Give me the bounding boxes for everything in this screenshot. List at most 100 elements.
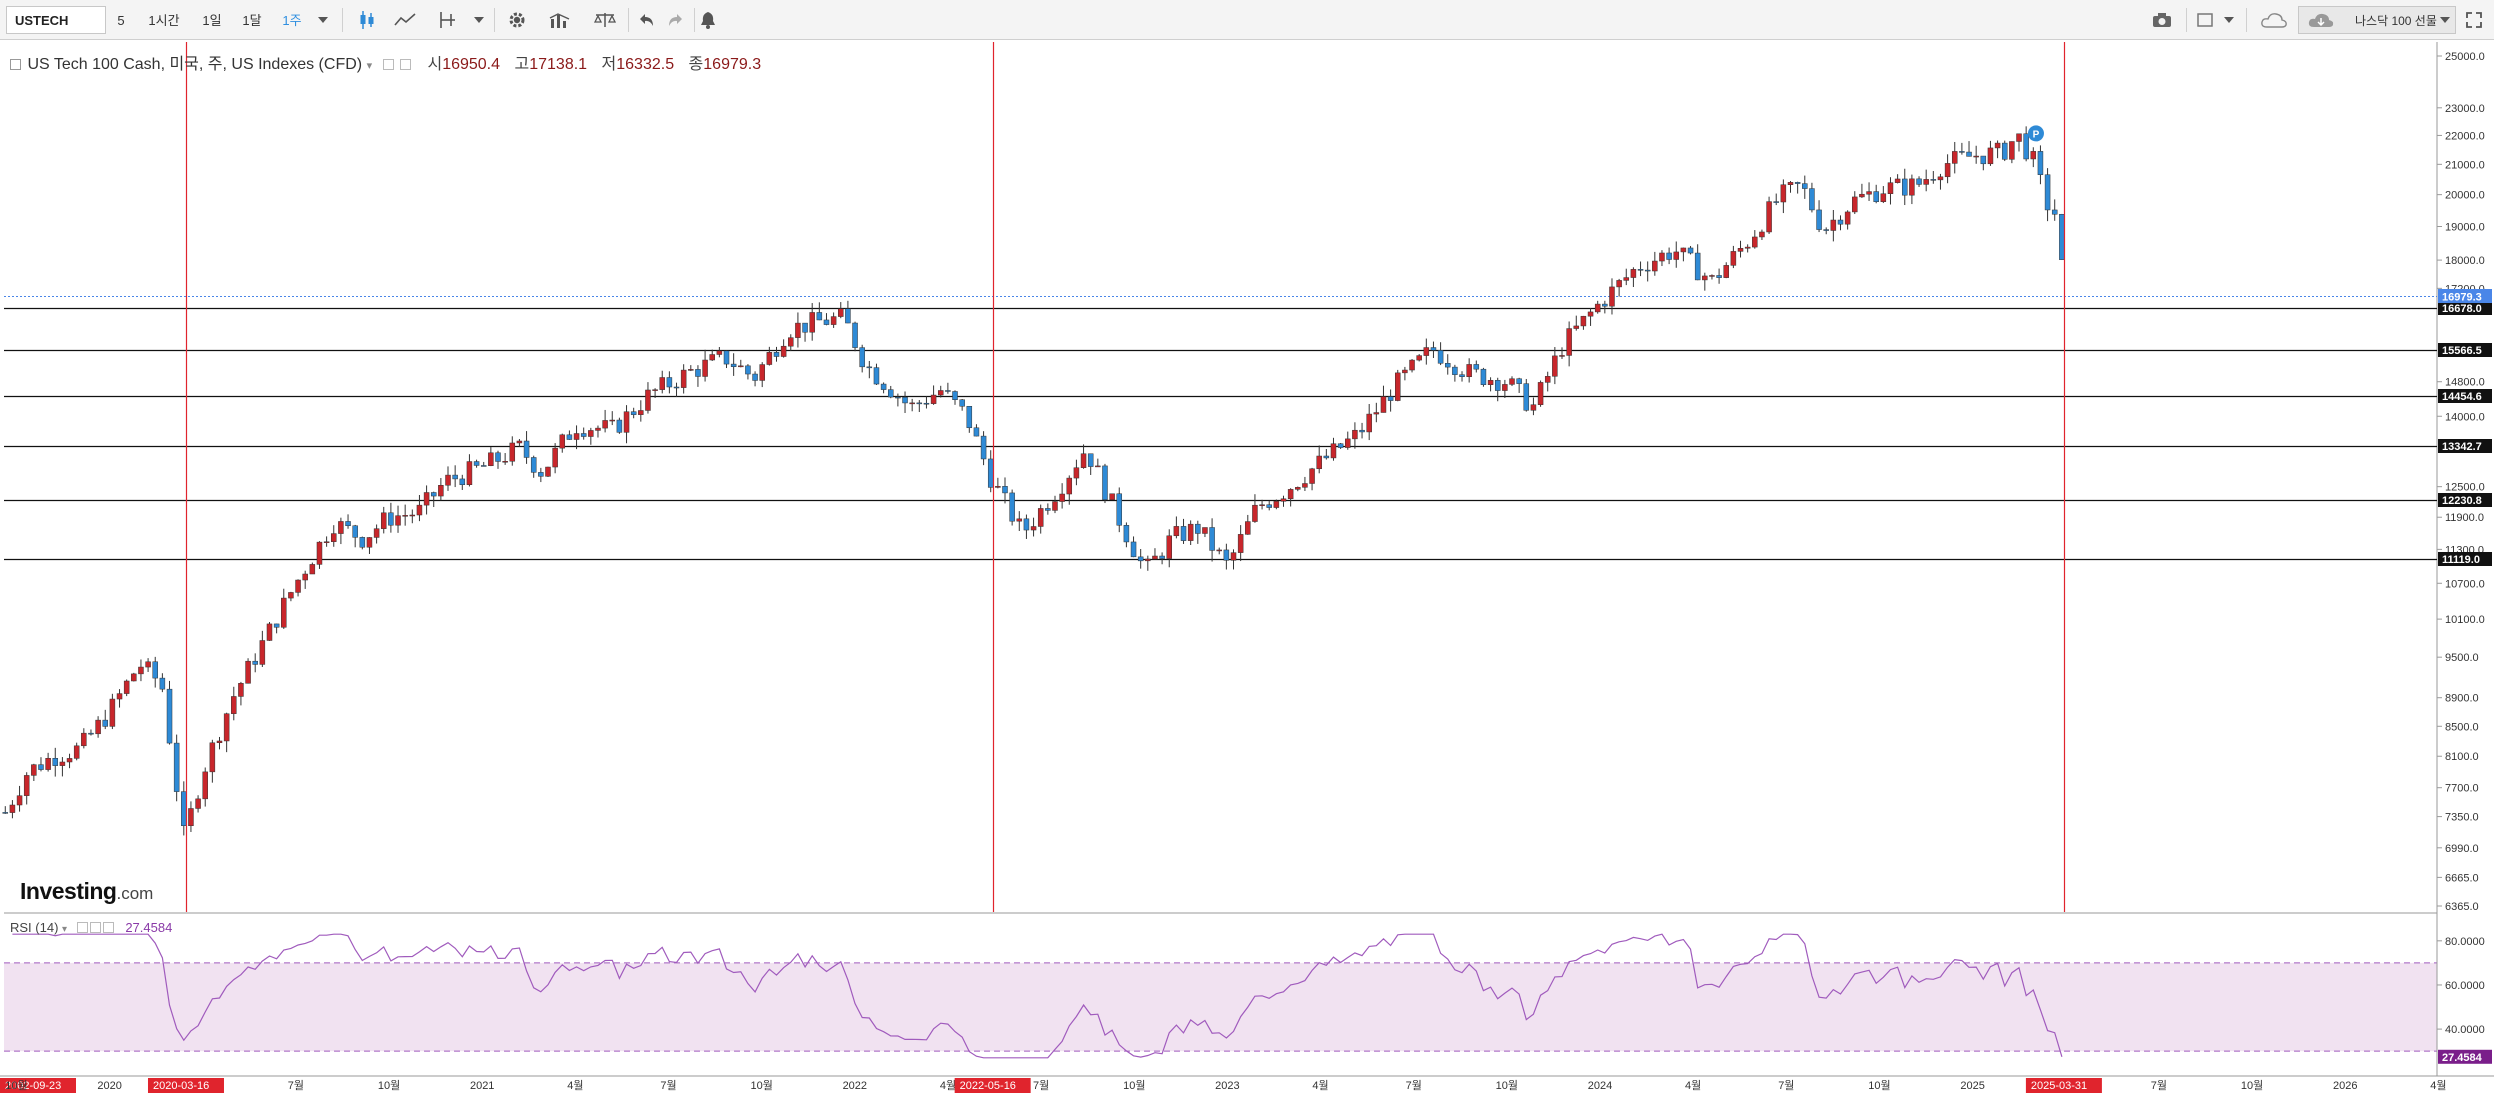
drawing-tools-icon[interactable] <box>428 6 468 34</box>
candle-body <box>1237 534 1244 553</box>
candle-body <box>9 804 16 813</box>
candle-body <box>1966 151 1972 157</box>
rsi-tick-label: 80.0000 <box>2445 936 2485 948</box>
legend-title: US Tech 100 Cash, 미국, 주, US Indexes (CFD… <box>27 56 363 73</box>
alert-bell-icon[interactable] <box>692 6 724 34</box>
rsi-dropdown-icon[interactable]: ▾ <box>62 924 68 935</box>
cloud-save-icon[interactable] <box>2254 6 2294 34</box>
instrument-dropdown-icon[interactable] <box>2436 6 2454 34</box>
candle-body <box>16 795 23 806</box>
candle-body <box>1723 265 1729 278</box>
candle-body <box>809 312 815 333</box>
candle-body <box>1559 355 1565 357</box>
rsi-close-icon[interactable] <box>102 922 114 933</box>
time-tick-label: 10월 <box>2241 1079 2263 1092</box>
price-legend: US Tech 100 Cash, 미국, 주, US Indexes (CFD… <box>10 50 761 74</box>
candle-body <box>1609 286 1615 307</box>
candle-body <box>1787 182 1794 185</box>
candlestick-icon[interactable] <box>350 6 384 34</box>
interval-1d[interactable]: 1일 <box>202 13 222 28</box>
interval-1m[interactable]: 1달 <box>242 13 262 28</box>
candle-body <box>673 386 680 389</box>
time-tick-label: 2024 <box>1588 1080 1612 1092</box>
collapse-legend-icon[interactable] <box>10 59 21 70</box>
candle-body <box>1052 501 1058 511</box>
hline-price-label: 13342.7 <box>2442 441 2482 453</box>
candle-body <box>1459 374 1465 377</box>
candle-body <box>1252 504 1258 522</box>
candle-body <box>1430 347 1437 351</box>
indicators-icon[interactable] <box>388 6 422 34</box>
candle-body <box>2023 133 2029 160</box>
settings-gear-icon[interactable] <box>500 6 534 34</box>
candle-body <box>616 419 623 433</box>
candle-body <box>1423 347 1430 356</box>
price-tick-label: 10700.0 <box>2445 578 2485 590</box>
candle-body <box>566 434 573 440</box>
candle-body <box>88 732 94 735</box>
candle-body <box>652 389 658 391</box>
legend-close-icon[interactable] <box>400 59 411 70</box>
candle-body <box>1123 525 1130 543</box>
candle-body <box>1280 498 1287 502</box>
candle-body <box>1730 251 1737 266</box>
drawing-dropdown-icon[interactable] <box>470 6 488 34</box>
candle-body <box>1145 558 1151 562</box>
candle-body <box>473 461 480 466</box>
legend-settings-icon[interactable] <box>382 59 394 70</box>
rsi-settings-icon[interactable] <box>76 922 88 933</box>
candle-body <box>1594 303 1601 313</box>
candle-body <box>1030 526 1037 531</box>
candle-body <box>1444 363 1451 368</box>
candle-body <box>352 525 358 538</box>
fullscreen-icon[interactable] <box>2460 6 2488 34</box>
price-tick-label: 25000.0 <box>2445 51 2485 63</box>
candle-body <box>138 666 144 675</box>
interval-1h[interactable]: 1시간 <box>148 13 180 28</box>
candle-body <box>937 390 944 396</box>
candle-body <box>1180 526 1187 541</box>
candle-body <box>1266 504 1272 508</box>
candle-body <box>1037 508 1044 527</box>
camera-icon[interactable] <box>2144 6 2180 34</box>
candle-body <box>1080 453 1087 468</box>
redo-icon[interactable] <box>662 6 690 34</box>
candle-body <box>1009 492 1015 522</box>
candle-body <box>359 537 366 548</box>
current-price-tag <box>2438 289 2492 303</box>
interval-1w[interactable]: 1주 <box>282 13 302 28</box>
candle-body <box>416 504 423 516</box>
symbol-search-input[interactable] <box>6 6 106 34</box>
rsi-current-label: 27.4584 <box>2442 1052 2483 1064</box>
legend-dropdown-icon[interactable]: ▾ <box>366 60 373 72</box>
candle-body <box>188 808 194 826</box>
compare-chart-icon[interactable] <box>540 6 580 34</box>
interval-5[interactable]: 5 <box>117 13 125 28</box>
candle-body <box>1345 438 1351 448</box>
candle-body <box>1395 372 1401 401</box>
candle-body <box>1680 247 1687 253</box>
layout-dropdown-icon[interactable] <box>2220 6 2238 34</box>
time-marker-label: 2022-05-16 <box>960 1080 1016 1092</box>
candle-body <box>338 521 344 534</box>
candle-body <box>1523 383 1530 411</box>
candle-body <box>1245 521 1251 535</box>
candle-body <box>1902 178 1908 196</box>
candle-body <box>1909 178 1915 196</box>
instrument-selector[interactable]: 나스닥 100 선물 <box>2298 6 2456 34</box>
candle-body <box>609 419 616 422</box>
time-tick-label: 10월 <box>1123 1079 1145 1092</box>
rsi-hide-icon[interactable] <box>89 922 101 933</box>
candle-body <box>1166 535 1172 559</box>
event-marker-icon[interactable] <box>2027 125 2044 142</box>
candle-body <box>1852 196 1858 213</box>
time-tick-label: 7월 <box>2151 1079 2167 1092</box>
interval-dropdown-icon[interactable] <box>312 6 334 34</box>
candle-body <box>23 775 30 796</box>
layout-icon[interactable] <box>2190 6 2220 34</box>
candle-body <box>1580 315 1587 327</box>
undo-icon[interactable] <box>632 6 660 34</box>
hline-price-tag <box>2438 343 2492 357</box>
scale-icon[interactable] <box>588 6 622 34</box>
